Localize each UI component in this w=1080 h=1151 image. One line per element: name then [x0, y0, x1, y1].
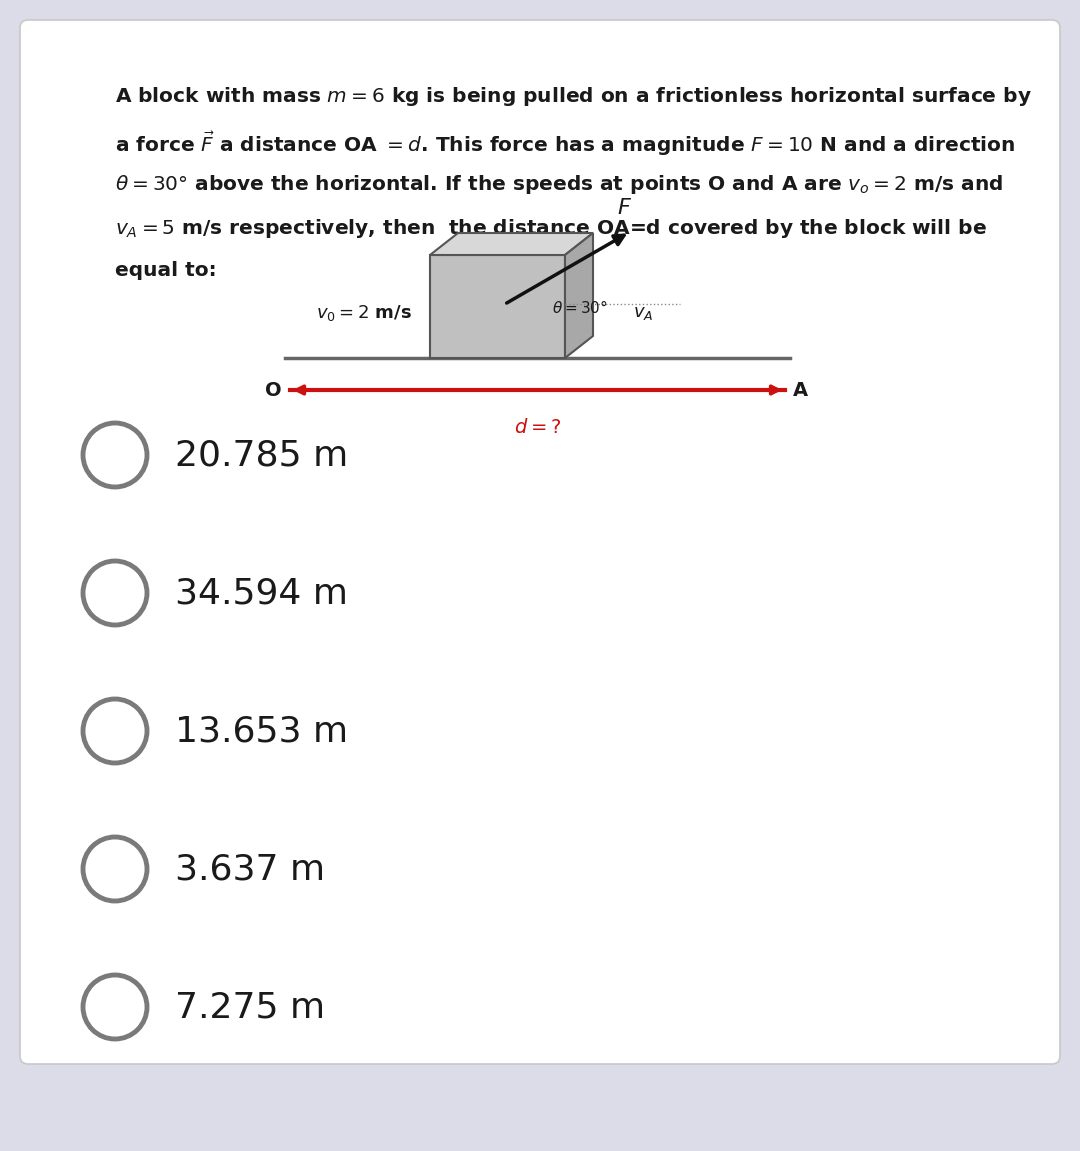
Text: A block with mass $m = 6$ kg is being pulled on a frictionless horizontal surfac: A block with mass $m = 6$ kg is being pu… — [114, 85, 1031, 108]
Text: 3.637 m: 3.637 m — [175, 852, 325, 886]
Text: 7.275 m: 7.275 m — [175, 990, 325, 1024]
Text: 34.594 m: 34.594 m — [175, 576, 348, 610]
Polygon shape — [565, 233, 593, 358]
Text: $F$: $F$ — [618, 198, 633, 218]
Text: $v_A = 5$ m/s respectively, then  the distance OA=d covered by the block will be: $v_A = 5$ m/s respectively, then the dis… — [114, 218, 987, 241]
Text: $v_0 = 2$ m/s: $v_0 = 2$ m/s — [316, 303, 411, 323]
Polygon shape — [430, 233, 593, 256]
Text: $v_A$: $v_A$ — [633, 304, 653, 322]
Text: $\theta = 30°$ above the horizontal. If the speeds at points O and A are $v_o = : $\theta = 30°$ above the horizontal. If … — [114, 173, 1003, 196]
Text: 20.785 m: 20.785 m — [175, 439, 348, 472]
Text: equal to:: equal to: — [114, 261, 217, 280]
Text: O: O — [266, 381, 282, 399]
Text: $d = ?$: $d = ?$ — [514, 418, 562, 437]
Text: A: A — [793, 381, 808, 399]
Text: a force $\vec{F}$ a distance OA $= d$. This force has a magnitude $F = 10$ N and: a force $\vec{F}$ a distance OA $= d$. T… — [114, 129, 1015, 158]
FancyBboxPatch shape — [21, 20, 1059, 1064]
Text: $\theta = 30°$: $\theta = 30°$ — [552, 299, 608, 317]
Bar — [430, 256, 565, 358]
Text: 13.653 m: 13.653 m — [175, 714, 348, 748]
